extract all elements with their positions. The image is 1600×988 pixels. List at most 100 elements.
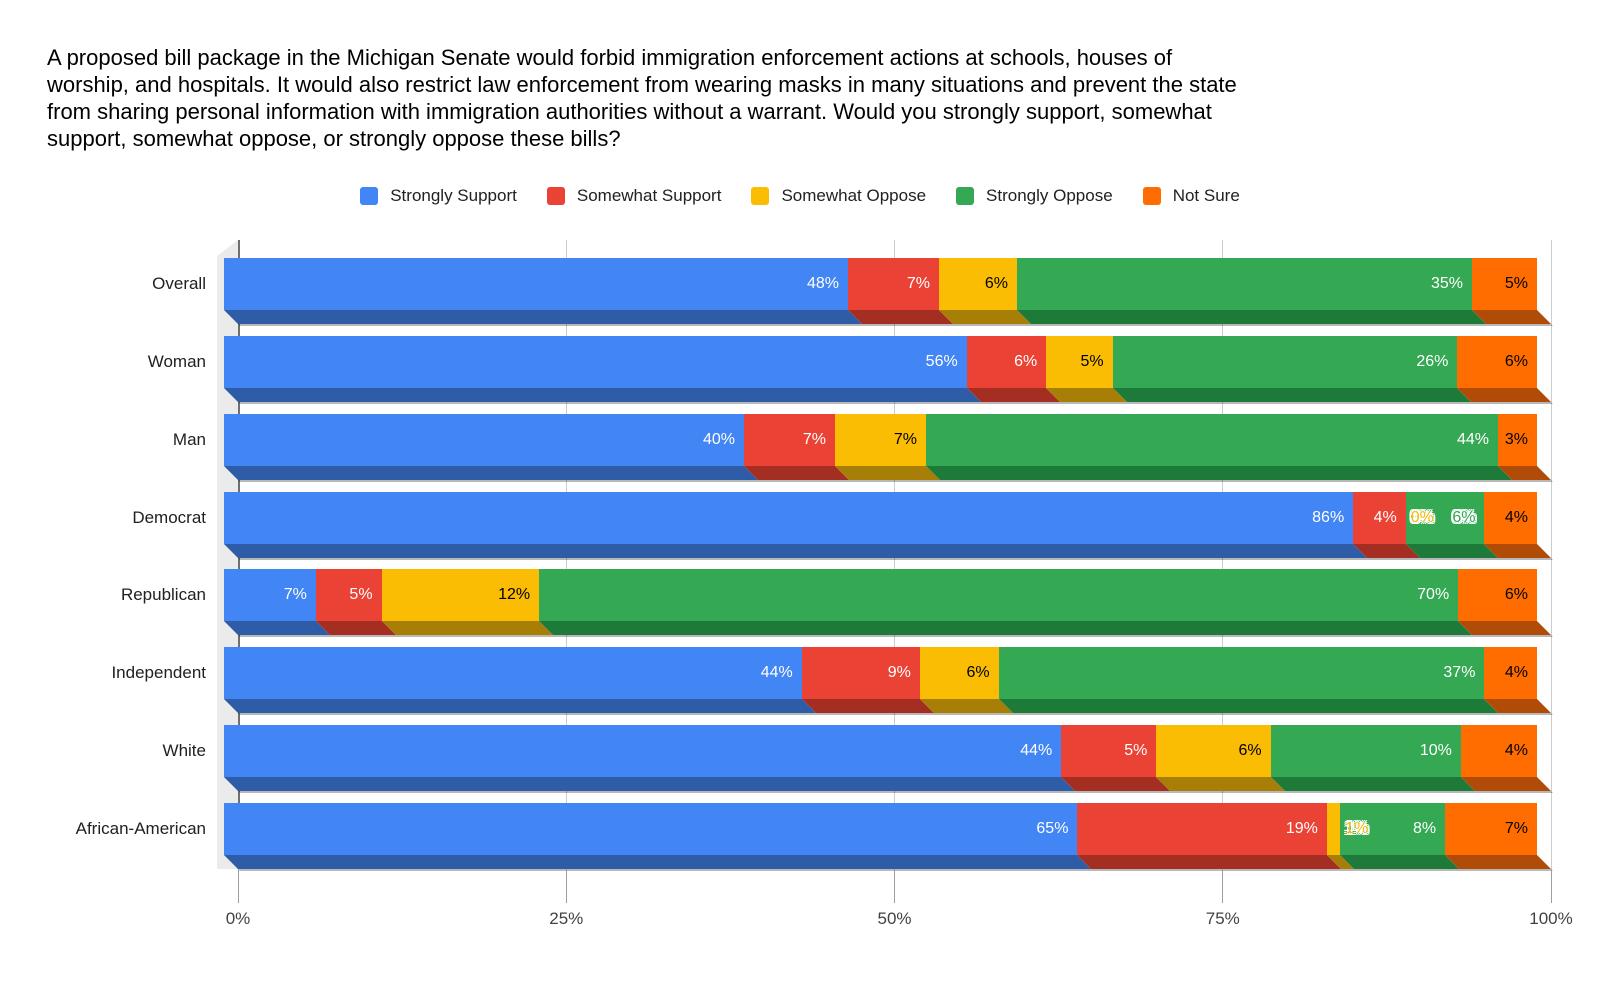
legend-item-not-sure[interactable]: Not Sure bbox=[1142, 186, 1240, 206]
value-label-white-somewhat-oppose: 6% bbox=[1238, 742, 1262, 760]
bar-segment-3d-independent-strongly-oppose bbox=[998, 699, 1499, 714]
bar-segment-democrat-strongly-support[interactable]: 86% bbox=[224, 491, 1354, 544]
chart-title-line-3: from sharing personal information with i… bbox=[47, 99, 1212, 124]
bar-independent: 44% 9% 6% 37% 4% bbox=[224, 647, 1553, 716]
bar-segment-african-american-not-sure[interactable]: 7% bbox=[1445, 802, 1537, 855]
value-label-white-strongly-support: 44% bbox=[1020, 742, 1053, 760]
bar-front-man: 40% 7% 7% 44% 3% bbox=[224, 413, 1537, 466]
bar-segment-african-american-somewhat-oppose[interactable] bbox=[1326, 802, 1341, 855]
bar-segment-republican-strongly-support[interactable]: 7% bbox=[224, 569, 316, 622]
bar-segment-man-somewhat-support[interactable]: 7% bbox=[744, 413, 835, 466]
x-tick-label-25: 25% bbox=[549, 909, 584, 928]
bar-front-white: 44% 5% 6% 10% 4% bbox=[224, 725, 1537, 778]
bar-segment-woman-somewhat-oppose[interactable]: 5% bbox=[1046, 335, 1113, 388]
x-tick-0 bbox=[237, 869, 239, 903]
value-label-independent-not-sure: 4% bbox=[1504, 664, 1528, 682]
value-label-independent-strongly-support: 44% bbox=[760, 664, 793, 682]
bar-segment-3d-overall-not-sure bbox=[1472, 310, 1551, 324]
bar-front-african-american: 65% 19% 1% 8% 7% bbox=[224, 802, 1537, 855]
value-label-white-somewhat-support: 5% bbox=[1124, 742, 1148, 760]
bar-segment-republican-strongly-oppose[interactable]: 70% bbox=[539, 569, 1459, 622]
bar-segment-african-american-strongly-oppose[interactable]: 8% bbox=[1340, 802, 1446, 855]
bar-segment-african-american-somewhat-support[interactable]: 19% bbox=[1077, 802, 1327, 855]
bar-republican: 7% 5% 12% 70% 6% bbox=[224, 569, 1553, 638]
bar-segment-3d-woman-somewhat-support bbox=[966, 387, 1061, 402]
category-label-african-american: African-American bbox=[75, 818, 206, 838]
legend-swatch-not-sure-icon bbox=[1142, 187, 1161, 205]
bar-segment-3d-white-somewhat-oppose bbox=[1156, 777, 1285, 792]
bar-segment-white-strongly-oppose[interactable]: 10% bbox=[1270, 725, 1461, 778]
bar-segment-woman-somewhat-support[interactable]: 6% bbox=[966, 335, 1047, 388]
bar-segment-democrat-not-sure[interactable]: 4% bbox=[1484, 491, 1537, 544]
legend-item-somewhat-oppose[interactable]: Somewhat Oppose bbox=[751, 186, 926, 206]
value-label-independent-strongly-oppose: 37% bbox=[1443, 664, 1476, 682]
bar-segment-woman-not-sure[interactable]: 6% bbox=[1457, 335, 1537, 388]
value-label-african-american-strongly-support: 65% bbox=[1036, 819, 1069, 837]
x-tick-label-0: 0% bbox=[225, 909, 251, 928]
value-label-democrat-not-sure: 4% bbox=[1504, 508, 1528, 526]
value-label-democrat-somewhat-oppose: 0% bbox=[1410, 508, 1434, 526]
value-label-overall-strongly-oppose: 35% bbox=[1430, 275, 1463, 292]
bar-front-overall: 48% 7% 6% 35% 5% bbox=[224, 258, 1537, 310]
bar-man: 40% 7% 7% 44% 3% bbox=[224, 413, 1553, 482]
bar-segment-democrat-somewhat-support[interactable]: 4% bbox=[1353, 491, 1406, 544]
bar-segment-independent-strongly-support[interactable]: 44% bbox=[224, 647, 802, 700]
bar-democrat: 86% 4% 0% 6% 4% bbox=[224, 491, 1553, 560]
bar-segment-democrat-strongly-oppose[interactable]: 6% bbox=[1405, 491, 1485, 544]
value-label-man-strongly-support: 40% bbox=[702, 430, 735, 448]
value-label-republican-somewhat-oppose: 12% bbox=[498, 586, 531, 604]
bar-segment-republican-somewhat-support[interactable]: 5% bbox=[315, 569, 382, 622]
value-label-woman-somewhat-oppose: 5% bbox=[1080, 352, 1104, 370]
bar-segment-man-somewhat-oppose[interactable]: 7% bbox=[835, 413, 926, 466]
bar-front-independent: 44% 9% 6% 37% 4% bbox=[224, 647, 1537, 700]
bar-bottom-3d-woman bbox=[224, 387, 1553, 404]
bar-row-overall: Overall 48% 7% 6% 35% 5% bbox=[0, 258, 1600, 326]
bar-segment-overall-strongly-oppose[interactable]: 35% bbox=[1017, 258, 1472, 310]
legend-label-strongly-support: Strongly Support bbox=[390, 186, 517, 205]
value-label-overall-not-sure: 5% bbox=[1504, 275, 1528, 292]
bar-segment-woman-strongly-support[interactable]: 56% bbox=[224, 335, 967, 388]
bar-segment-overall-somewhat-oppose[interactable]: 6% bbox=[939, 258, 1017, 310]
bar-segment-3d-woman-strongly-oppose bbox=[1112, 387, 1472, 402]
bar-segment-man-not-sure[interactable]: 3% bbox=[1498, 413, 1537, 466]
x-tick-label-50: 50% bbox=[877, 909, 912, 928]
bar-african-american: 65% 19% 1% 8% 7% bbox=[224, 802, 1553, 871]
bar-segment-3d-overall-somewhat-support bbox=[848, 310, 953, 324]
bar-segment-white-not-sure[interactable]: 4% bbox=[1460, 725, 1537, 778]
bar-bottom-3d-overall bbox=[224, 310, 1553, 326]
bar-segment-3d-republican-not-sure bbox=[1458, 621, 1551, 636]
chart-title-line-2: worship, and hospitals. It would also re… bbox=[47, 72, 1237, 97]
legend-item-somewhat-support[interactable]: Somewhat Support bbox=[546, 186, 721, 206]
bar-segment-independent-strongly-oppose[interactable]: 37% bbox=[998, 647, 1485, 700]
bar-segment-woman-strongly-oppose[interactable]: 26% bbox=[1112, 335, 1458, 388]
bar-segment-independent-not-sure[interactable]: 4% bbox=[1484, 647, 1537, 700]
bar-segment-white-strongly-support[interactable]: 44% bbox=[224, 725, 1062, 778]
bar-segment-3d-man-strongly-support bbox=[224, 465, 758, 480]
bar-segment-african-american-strongly-support[interactable]: 65% bbox=[224, 802, 1078, 855]
bar-segment-overall-somewhat-support[interactable]: 7% bbox=[848, 258, 939, 310]
bar-segment-republican-not-sure[interactable]: 6% bbox=[1458, 569, 1537, 622]
bar-segment-man-strongly-oppose[interactable]: 44% bbox=[926, 413, 1498, 466]
legend-item-strongly-support[interactable]: Strongly Support bbox=[360, 186, 517, 206]
bar-segment-overall-strongly-support[interactable]: 48% bbox=[224, 258, 848, 310]
value-label-independent-somewhat-support: 9% bbox=[887, 664, 911, 682]
bar-segment-republican-somewhat-oppose[interactable]: 12% bbox=[381, 569, 540, 622]
bar-front-republican: 7% 5% 12% 70% 6% bbox=[224, 569, 1537, 622]
bar-rows: Overall 48% 7% 6% 35% 5% Woman 56% 6% 5% 26% 6% Man 4… bbox=[0, 240, 1600, 888]
bar-segment-independent-somewhat-oppose[interactable]: 6% bbox=[919, 647, 999, 700]
bar-segment-overall-not-sure[interactable]: 5% bbox=[1472, 258, 1537, 310]
value-label-democrat-somewhat-support: 4% bbox=[1373, 508, 1397, 526]
bar-row-independent: Independent 44% 9% 6% 37% 4% bbox=[0, 647, 1600, 716]
value-label-republican-strongly-oppose: 70% bbox=[1417, 586, 1450, 604]
bar-segment-3d-woman-not-sure bbox=[1457, 387, 1551, 402]
bar-segment-white-somewhat-support[interactable]: 5% bbox=[1061, 725, 1157, 778]
x-axis: 0% 25% 50% 75% 100% bbox=[226, 869, 1573, 939]
bar-segment-independent-somewhat-support[interactable]: 9% bbox=[801, 647, 920, 700]
value-label-democrat-strongly-support: 86% bbox=[1312, 508, 1345, 526]
bar-segment-man-strongly-support[interactable]: 40% bbox=[224, 413, 744, 466]
legend-item-strongly-oppose[interactable]: Strongly Oppose bbox=[956, 186, 1113, 206]
value-label-african-american-not-sure: 7% bbox=[1504, 819, 1528, 837]
x-tick-75 bbox=[1222, 869, 1224, 903]
bar-segment-white-somewhat-oppose[interactable]: 6% bbox=[1156, 725, 1271, 778]
